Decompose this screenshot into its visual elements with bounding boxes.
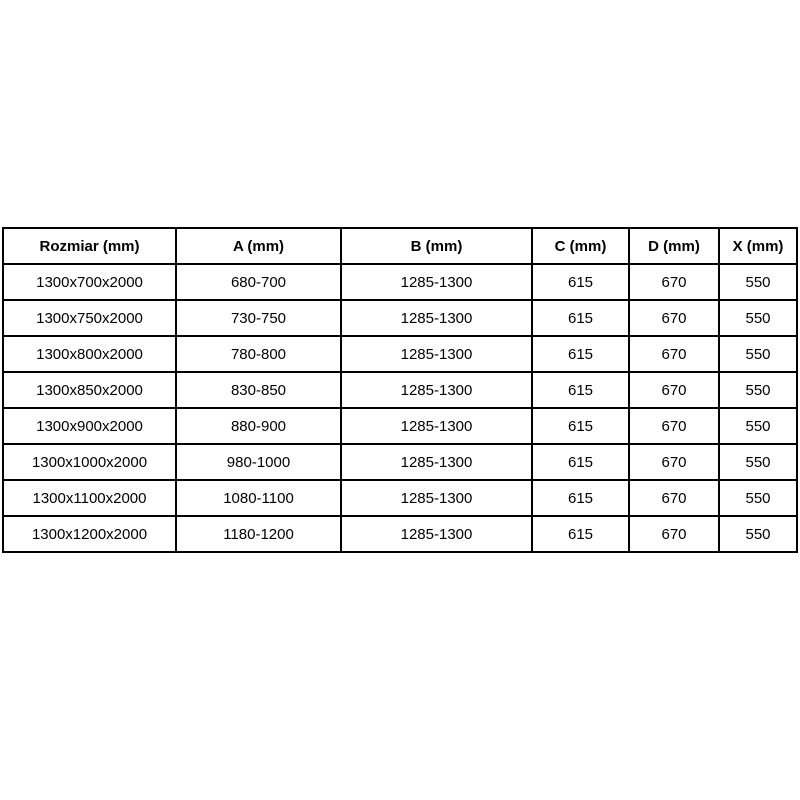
table-cell: 615 bbox=[531, 479, 630, 517]
table-cell: 550 bbox=[718, 479, 798, 517]
table-cell: 1300x850x2000 bbox=[2, 371, 177, 409]
table-row: 1300x900x2000 880-900 1285-1300 615 670 550 bbox=[2, 407, 798, 445]
table-cell: 670 bbox=[628, 407, 720, 445]
table-cell: 830-850 bbox=[175, 371, 342, 409]
table-cell: 670 bbox=[628, 443, 720, 481]
table-cell: 615 bbox=[531, 515, 630, 553]
column-header: D (mm) bbox=[628, 227, 720, 265]
table-cell: 670 bbox=[628, 515, 720, 553]
table-cell: 550 bbox=[718, 371, 798, 409]
header-row: Rozmiar (mm) A (mm) B (mm) C (mm) D (mm) X (m… bbox=[2, 227, 798, 265]
table-cell: 730-750 bbox=[175, 299, 342, 337]
table-body: 1300x700x2000 680-700 1285-1300 615 670 550 13… bbox=[2, 263, 798, 553]
table-cell: 615 bbox=[531, 443, 630, 481]
table-row: 1300x1100x2000 1080-1100 1285-1300 615 670 55… bbox=[2, 479, 798, 517]
table-cell: 1300x1200x2000 bbox=[2, 515, 177, 553]
table-cell: 1285-1300 bbox=[340, 515, 533, 553]
table-cell: 1300x800x2000 bbox=[2, 335, 177, 373]
table-cell: 1285-1300 bbox=[340, 299, 533, 337]
table-cell: 680-700 bbox=[175, 263, 342, 301]
table-cell: 1285-1300 bbox=[340, 443, 533, 481]
table-cell: 550 bbox=[718, 299, 798, 337]
column-header: A (mm) bbox=[175, 227, 342, 265]
table-row: 1300x700x2000 680-700 1285-1300 615 670 550 bbox=[2, 263, 798, 301]
table-cell: 1300x750x2000 bbox=[2, 299, 177, 337]
table-cell: 880-900 bbox=[175, 407, 342, 445]
table-cell: 1300x1000x2000 bbox=[2, 443, 177, 481]
table-cell: 1285-1300 bbox=[340, 335, 533, 373]
table-row: 1300x750x2000 730-750 1285-1300 615 670 550 bbox=[2, 299, 798, 337]
column-header: B (mm) bbox=[340, 227, 533, 265]
table-cell: 615 bbox=[531, 299, 630, 337]
table-cell: 780-800 bbox=[175, 335, 342, 373]
table-cell: 670 bbox=[628, 299, 720, 337]
table-cell: 1300x1100x2000 bbox=[2, 479, 177, 517]
table-row: 1300x1200x2000 1180-1200 1285-1300 615 670 55… bbox=[2, 515, 798, 553]
table-cell: 1080-1100 bbox=[175, 479, 342, 517]
table-cell: 550 bbox=[718, 335, 798, 373]
table-cell: 670 bbox=[628, 263, 720, 301]
table-cell: 1285-1300 bbox=[340, 263, 533, 301]
table-cell: 615 bbox=[531, 263, 630, 301]
table-row: 1300x850x2000 830-850 1285-1300 615 670 550 bbox=[2, 371, 798, 409]
size-spec-table: Rozmiar (mm) A (mm) B (mm) C (mm) D (mm) X (m… bbox=[2, 227, 798, 553]
table-row: 1300x800x2000 780-800 1285-1300 615 670 550 bbox=[2, 335, 798, 373]
table-cell: 670 bbox=[628, 479, 720, 517]
table-cell: 1285-1300 bbox=[340, 407, 533, 445]
table-cell: 1285-1300 bbox=[340, 371, 533, 409]
table-cell: 550 bbox=[718, 407, 798, 445]
column-header: C (mm) bbox=[531, 227, 630, 265]
table-cell: 550 bbox=[718, 515, 798, 553]
column-header: Rozmiar (mm) bbox=[2, 227, 177, 265]
table-cell: 615 bbox=[531, 335, 630, 373]
table-cell: 615 bbox=[531, 371, 630, 409]
table-cell: 980-1000 bbox=[175, 443, 342, 481]
table-cell: 670 bbox=[628, 371, 720, 409]
table-cell: 1300x700x2000 bbox=[2, 263, 177, 301]
table-row: 1300x1000x2000 980-1000 1285-1300 615 670 550 bbox=[2, 443, 798, 481]
table-cell: 550 bbox=[718, 263, 798, 301]
column-header: X (mm) bbox=[718, 227, 798, 265]
table-cell: 550 bbox=[718, 443, 798, 481]
table-cell: 615 bbox=[531, 407, 630, 445]
table-cell: 1285-1300 bbox=[340, 479, 533, 517]
table-cell: 1180-1200 bbox=[175, 515, 342, 553]
table-cell: 1300x900x2000 bbox=[2, 407, 177, 445]
table-cell: 670 bbox=[628, 335, 720, 373]
